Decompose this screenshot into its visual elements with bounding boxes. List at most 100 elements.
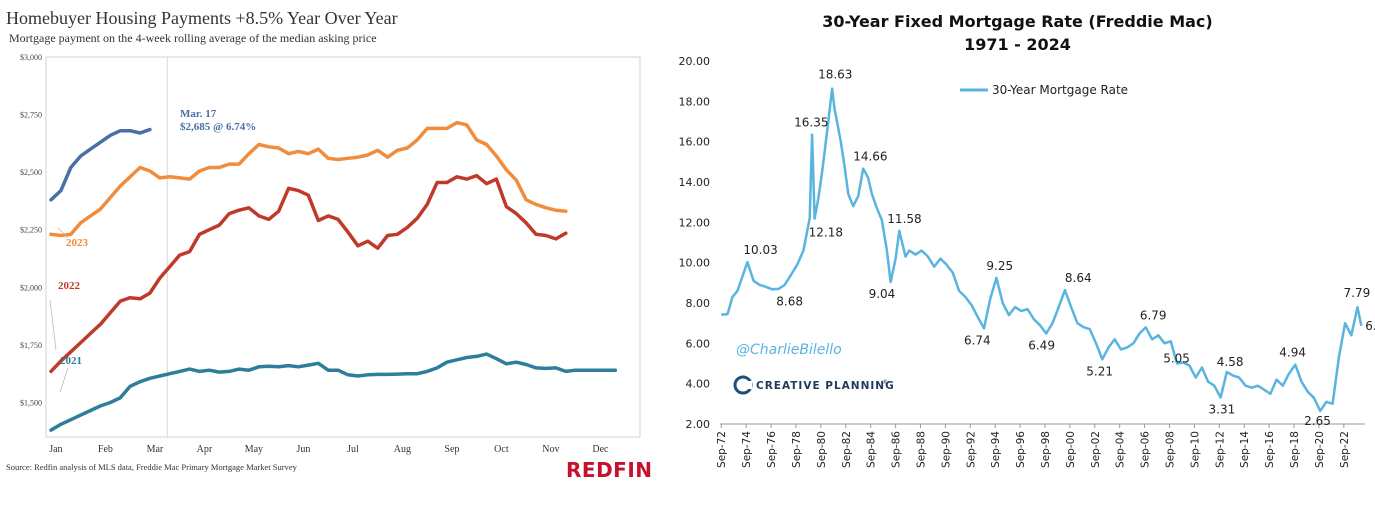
left-x-tick-label: Jun: [296, 444, 310, 455]
data-label: 4.94: [1279, 346, 1306, 360]
right-x-tick-label: Sep-00: [1065, 431, 1077, 468]
right-y-tick-label: 14.00: [679, 176, 711, 189]
series-label-2021: 2021: [60, 355, 82, 367]
mortgage-rate-chart-panel: 30-Year Fixed Mortgage Rate (Freddie Mac…: [660, 0, 1375, 532]
right-x-tick-label: Sep-88: [915, 431, 927, 468]
data-label: 9.25: [986, 259, 1013, 273]
series-line-2023: [49, 120, 568, 238]
right-chart-title: 30-Year Fixed Mortgage Rate (Freddie Mac…: [822, 12, 1213, 31]
right-y-tick-label: 18.00: [679, 95, 711, 108]
right-x-tick-label: Sep-80: [816, 431, 828, 468]
left-x-tick-label: Feb: [98, 444, 113, 455]
left-x-tick-label: Dec: [592, 444, 609, 455]
right-y-tick-label: 8.00: [686, 297, 711, 310]
left-y-tick-label: $2,250: [20, 226, 42, 235]
data-label: 14.66: [853, 150, 887, 164]
right-x-tick-label: Sep-96: [1015, 431, 1027, 468]
left-chart-subtitle: Mortgage payment on the 4-week rolling a…: [9, 31, 377, 45]
right-y-tick-label: 6.00: [686, 337, 711, 350]
left-chart-title: Homebuyer Housing Payments +8.5% Year Ov…: [6, 8, 398, 28]
redfin-logo: REDFIN: [566, 458, 653, 482]
data-label: 6.49: [1028, 338, 1055, 352]
right-x-tick-label: Sep-02: [1090, 431, 1102, 468]
series-label-leader: [49, 299, 57, 351]
right-x-tick-label: Sep-78: [791, 431, 803, 468]
creative-planning-brand: CREATIVE PLANNING: [756, 380, 895, 392]
left-y-tick-label: $1,750: [20, 341, 42, 350]
right-x-tick-label: Sep-98: [1040, 431, 1052, 468]
right-y-tick-label: 12.00: [679, 216, 711, 229]
creative-planning-registered-mark: ®: [882, 379, 888, 386]
left-x-tick-label: Jan: [49, 444, 62, 455]
left-plot-frame: [45, 56, 641, 438]
right-x-tick-label: Sep-90: [940, 431, 952, 468]
left-y-tick-label: $2,500: [20, 168, 42, 177]
data-label: 11.58: [887, 212, 921, 226]
right-chart-subtitle: 1971 - 2024: [964, 35, 1071, 54]
right-x-tick-label: Sep-16: [1264, 431, 1276, 468]
right-x-tick-label: Sep-14: [1239, 431, 1251, 468]
data-label: 4.58: [1217, 355, 1244, 369]
right-x-tick-label: Sep-04: [1115, 431, 1127, 468]
right-y-tick-label: 16.00: [679, 136, 711, 149]
mortgage-rate-line: [721, 87, 1363, 413]
left-x-tick-label: Oct: [494, 444, 509, 455]
right-x-tick-label: Sep-76: [766, 431, 778, 468]
creative-planning-icon-gap: [743, 381, 752, 389]
right-y-tick-label: 4.00: [686, 378, 711, 391]
data-label: 9.04: [869, 287, 896, 301]
data-label: 6.87: [1365, 319, 1375, 333]
right-x-tick-label: Sep-82: [841, 431, 853, 468]
data-label: 6.74: [964, 333, 991, 347]
series-line-2024: [49, 127, 152, 202]
data-label: 5.21: [1086, 364, 1113, 378]
data-label: 12.18: [809, 226, 843, 240]
right-y-tick-label: 10.00: [679, 257, 711, 270]
right-x-tick-label: Sep-94: [990, 431, 1002, 468]
data-label: 16.35: [794, 116, 828, 130]
series-label-leader: [57, 227, 69, 239]
right-x-tick-label: Sep-92: [965, 431, 977, 468]
right-x-tick-label: Sep-18: [1289, 431, 1301, 468]
creative-planning-logo: CREATIVE PLANNING®: [733, 375, 895, 395]
right-x-tick-label: Sep-74: [741, 431, 753, 468]
series-label-2022: 2022: [58, 280, 81, 292]
right-y-tick-label: 20.00: [679, 55, 711, 68]
left-x-tick-label: Mar: [147, 444, 164, 455]
right-x-tick-label: Sep-72: [716, 431, 728, 468]
annotation-value: $2,685 @ 6.74%: [180, 121, 256, 133]
series-line-2022: [49, 173, 568, 374]
right-x-tick-label: Sep-08: [1165, 431, 1177, 468]
left-x-tick-label: Apr: [197, 444, 213, 455]
series-label-leader: [59, 367, 69, 393]
left-y-tick-label: $3,000: [20, 53, 42, 62]
legend-label: 30-Year Mortgage Rate: [992, 83, 1128, 97]
series-label-2023: 2023: [66, 237, 89, 249]
left-x-tick-label: Aug: [394, 444, 411, 455]
series-line-2021: [49, 352, 618, 432]
right-x-tick-label: Sep-84: [866, 431, 878, 468]
data-label: 10.03: [743, 243, 777, 257]
data-label: 6.79: [1140, 308, 1167, 322]
right-x-tick-label: Sep-12: [1214, 431, 1226, 468]
right-y-tick-label: 2.00: [686, 418, 711, 431]
data-label: 3.31: [1209, 403, 1236, 417]
left-y-tick-label: $1,500: [20, 398, 42, 407]
data-label: 18.63: [818, 68, 852, 82]
watermark-handle: @CharlieBilello: [736, 342, 842, 358]
right-x-tick-label: Sep-22: [1339, 431, 1351, 468]
right-x-tick-label: Sep-06: [1140, 431, 1152, 468]
left-chart-plot: $1,500 $1,750 $2,000 $2,250 $2,500 $2,750 $3,0…: [20, 53, 641, 455]
left-x-tick-label: Jul: [347, 444, 359, 455]
data-label: 2.65: [1304, 414, 1331, 428]
data-label: 7.79: [1344, 286, 1371, 300]
left-chart-source: Source: Redfin analysis of MLS data, Fre…: [6, 462, 297, 472]
left-x-tick-label: Nov: [542, 444, 559, 455]
left-x-tick-label: May: [245, 444, 263, 455]
data-label: 5.05: [1163, 351, 1190, 365]
right-x-tick-label: Sep-10: [1189, 431, 1201, 468]
right-x-tick-label: Sep-86: [891, 431, 903, 468]
left-y-tick-label: $2,750: [20, 111, 42, 120]
left-y-tick-label: $2,000: [20, 283, 42, 292]
data-label: 8.64: [1065, 271, 1092, 285]
